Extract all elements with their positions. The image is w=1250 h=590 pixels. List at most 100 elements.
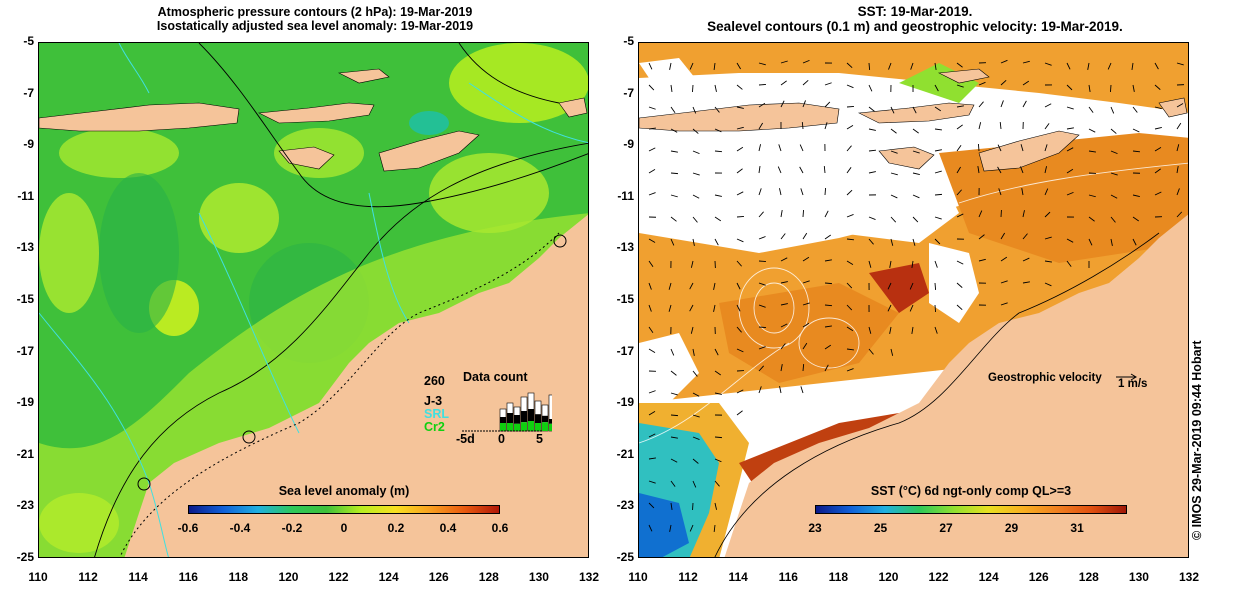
velocity-arrow: [692, 84, 694, 93]
velocity-arrow: [714, 480, 720, 487]
imos-credit: © IMOS 29-Mar-2019 09:44 Hobart: [1190, 340, 1204, 540]
velocity-arrow: [1044, 188, 1049, 196]
right-colorbar: [815, 505, 1127, 514]
velocity-arrow: [714, 458, 722, 463]
velocity-arrow: [1020, 144, 1024, 152]
velocity-arrow: [890, 150, 898, 154]
series-label-srl: SRL: [424, 407, 449, 421]
velocity-arrow: [670, 458, 678, 463]
velocity-arrow: [780, 257, 788, 262]
right-ytick: -19: [616, 395, 634, 410]
velocity-arrow: [802, 209, 804, 218]
velocity-arrow: [648, 260, 654, 267]
velocity-arrow: [846, 189, 853, 196]
velocity-arrow: [956, 213, 964, 218]
velocity-arrow: [802, 59, 810, 64]
velocity-arrow: [670, 128, 678, 133]
velocity-arrow: [670, 194, 678, 198]
velocity-arrow: [1022, 257, 1030, 262]
velocity-arrow: [648, 84, 655, 91]
velocity-arrow: [799, 144, 804, 152]
velocity-arrow: [736, 62, 741, 70]
velocity-arrow: [799, 166, 804, 174]
velocity-arrow: [912, 194, 920, 199]
velocity-arrow: [1087, 62, 1090, 70]
velocity-arrow: [1044, 211, 1051, 218]
velocity-arrow: [714, 216, 722, 222]
velocity-arrow: [670, 348, 675, 356]
velocity-arrow: [714, 370, 722, 376]
velocity-arrow: [714, 84, 717, 92]
data-count-bar-j3: [542, 415, 548, 423]
velocity-arrow: [1066, 84, 1073, 91]
velocity-arrow: [911, 326, 914, 334]
velocity-arrow: [889, 326, 892, 334]
velocity-arrow: [1132, 238, 1137, 246]
left-colorbar: [188, 505, 500, 514]
data-count-bar-j3: [521, 411, 527, 423]
velocity-arrow: [802, 232, 808, 240]
velocity-arrow: [956, 282, 963, 288]
right-xtick: 128: [1078, 570, 1099, 584]
velocity-arrow: [689, 524, 694, 532]
left-xtick: 114: [128, 570, 148, 584]
left-xtick: 122: [328, 570, 349, 584]
velocity-arrow: [758, 102, 766, 108]
data-count-bar-cr2: [507, 423, 513, 431]
left-xtick: 124: [378, 570, 399, 584]
velocity-arrow: [736, 282, 741, 290]
velocity-arrow: [780, 281, 788, 284]
velocity-arrow: [758, 83, 767, 86]
velocity-arrow: [689, 62, 694, 70]
velocity-arrow: [670, 392, 678, 396]
left-colorbar-tick: 0.4: [439, 521, 457, 535]
right-ytick: -5: [623, 34, 634, 48]
velocity-arrow: [802, 100, 806, 108]
velocity-arrow: [648, 390, 656, 394]
velocity-arrow: [780, 233, 786, 240]
velocity-arrow: [648, 169, 656, 174]
left-xtick: 116: [178, 570, 198, 584]
velocity-arrow: [956, 260, 964, 265]
velocity-arrow: [956, 189, 962, 196]
right-ytick: -25: [616, 550, 634, 564]
right-ytick: -11: [617, 188, 634, 203]
velocity-arrow: [692, 216, 698, 223]
velocity-arrow: [758, 304, 766, 308]
velocity-arrow: [780, 364, 783, 372]
velocity-arrow: [692, 414, 700, 418]
velocity-arrow: [670, 172, 679, 175]
velocity-arrow: [890, 216, 897, 223]
velocity-arrow: [846, 145, 852, 152]
velocity-arrow: [1110, 238, 1113, 246]
velocity-arrow: [648, 326, 654, 334]
velocity-arrow: [670, 414, 679, 417]
velocity-arrow: [999, 121, 1002, 130]
right-xtick: 132: [1178, 570, 1200, 584]
velocity-arrow: [934, 106, 942, 112]
velocity-arrow: [868, 326, 872, 334]
velocity-arrow: [934, 193, 943, 196]
velocity-arrow: [824, 210, 829, 218]
altimeter-tracks: [39, 43, 588, 557]
velocity-arrow: [890, 172, 898, 176]
data-count-bar-cr2: [500, 423, 506, 431]
velocity-arrow: [1154, 191, 1162, 196]
velocity-arrow: [1176, 103, 1184, 108]
velocity-arrow: [648, 192, 656, 196]
velocity-arrow: [714, 502, 718, 510]
velocity-arrow: [758, 122, 764, 130]
velocity-arrow: [956, 304, 963, 311]
velocity-arrow: [824, 259, 832, 262]
velocity-arrow: [846, 106, 855, 108]
coast-dotted-contour: [119, 232, 560, 557]
left-xtick: 126: [428, 570, 449, 584]
left-ytick: -9: [23, 137, 34, 152]
velocity-arrow: [736, 126, 744, 130]
left-title-line2: Isostatically adjusted sea level anomaly…: [156, 19, 474, 33]
velocity-arrow: [1044, 236, 1052, 240]
velocity-arrow: [736, 106, 744, 109]
velocity-arrow: [692, 128, 699, 134]
shelf-contour: [714, 232, 1160, 557]
velocity-arrow: [889, 260, 892, 268]
